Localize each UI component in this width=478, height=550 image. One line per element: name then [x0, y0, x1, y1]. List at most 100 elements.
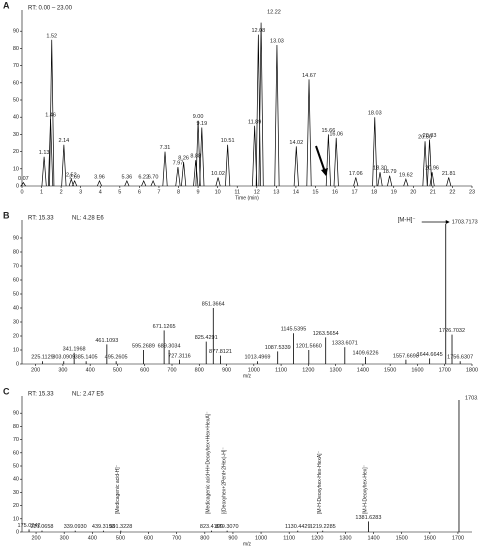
x-tick-label: 1100 — [275, 367, 287, 373]
peak-label: 1.13 — [39, 150, 50, 156]
y-tick-label: 60 — [13, 277, 19, 283]
peak-label: 1703.7173 — [452, 219, 478, 225]
x-tick-label: 8 — [177, 189, 180, 195]
peak-label: 7.31 — [160, 145, 171, 151]
peak-label: 1013.4969 — [244, 355, 270, 361]
x-tick-label: 1400 — [357, 367, 369, 373]
y-tick-label: 80 — [13, 46, 19, 52]
x-tick-label: 22 — [449, 189, 455, 195]
y-tick-label: 70 — [13, 437, 19, 443]
y-tick-label: 0 — [16, 529, 19, 535]
y-tick-label: 0 — [16, 183, 19, 189]
x-tick-label: 1000 — [248, 367, 260, 373]
peak-label: 339.0930 — [64, 524, 87, 530]
y-tick-label: 80 — [13, 424, 19, 430]
x-tick-label: 10 — [215, 189, 221, 195]
panel-label: C — [3, 386, 10, 396]
peak-label: 9.00 — [193, 114, 204, 120]
peak-label: 1087.5339 — [265, 345, 291, 351]
x-tick-label: 700 — [172, 535, 181, 541]
y-tick-label: 90 — [13, 235, 19, 241]
arrow-head — [321, 168, 328, 176]
ion-annotation: [M-H]⁻ — [398, 218, 416, 224]
peak-label: 6.70 — [148, 174, 159, 180]
x-tick-label: 1300 — [330, 367, 342, 373]
peak-label: 9.19 — [196, 121, 207, 127]
x-tick-label: 900 — [228, 535, 237, 541]
peak — [141, 179, 147, 187]
peak-label: 10.02 — [211, 171, 225, 177]
x-tick-label: 200 — [31, 535, 40, 541]
peak-label: 21.81 — [442, 171, 456, 177]
x-tick-label: 12 — [254, 189, 260, 195]
peak-label: 18.30 — [373, 166, 387, 172]
x-tick-label: 1500 — [396, 535, 408, 541]
y-tick-label: 90 — [13, 29, 19, 35]
x-tick-label: 5 — [118, 189, 121, 195]
x-tick-label: 1000 — [255, 535, 267, 541]
peak-label: 1644.6645 — [417, 352, 443, 358]
peak — [68, 177, 74, 187]
peak — [181, 161, 187, 187]
peak-label: 595.2689 — [132, 343, 155, 349]
x-tick-label: 7 — [157, 189, 160, 195]
peak — [258, 22, 264, 187]
peak-label: 303.0909 — [52, 355, 75, 361]
y-tick-label: 50 — [13, 97, 19, 103]
x-tick-label: 1300 — [339, 535, 351, 541]
peak-label: 13.03 — [270, 38, 284, 44]
x-tick-label: 3 — [79, 189, 82, 195]
y-tick-label: 30 — [13, 319, 19, 325]
x-tick-label: 17 — [352, 189, 358, 195]
x-tick-label: 600 — [144, 535, 153, 541]
peak-label: 2.52 — [66, 173, 77, 179]
x-tick-label: 1400 — [367, 535, 379, 541]
x-tick-label: 1200 — [302, 367, 314, 373]
y-tick-label: 40 — [13, 477, 19, 483]
x-tick-label: 900 — [222, 367, 231, 373]
peak-label: 1219.2285 — [310, 524, 336, 530]
peak-label: 18.79 — [383, 169, 397, 175]
peak-label: 5.36 — [122, 174, 133, 180]
peak-label: 851.3664 — [202, 301, 225, 307]
peak-label: 1756.6307 — [447, 355, 473, 361]
peak — [325, 134, 331, 187]
y-tick-label: 20 — [13, 333, 19, 339]
peak-label: 225.1129 — [31, 355, 54, 361]
run-info: RT: 0.00 – 23.00 — [28, 6, 73, 12]
x-tick-label: 600 — [140, 367, 149, 373]
peak-label: 439.3193 — [92, 524, 115, 530]
y-tick-label: 10 — [13, 166, 19, 172]
y-tick-label: 20 — [13, 149, 19, 155]
y-tick-label: 70 — [13, 63, 19, 69]
peak-label: 6.22 — [138, 174, 149, 180]
peak-label: 8.26 — [178, 155, 189, 161]
peak — [175, 167, 181, 187]
x-tick-label: 1700 — [439, 367, 451, 373]
y-tick-label: 30 — [13, 132, 19, 138]
peak-label: 20.60 — [418, 135, 432, 141]
x-tick-label: 800 — [200, 535, 209, 541]
peak-label: 2.14 — [59, 138, 70, 144]
peak — [225, 144, 231, 187]
peak-label: 823.4109 — [200, 524, 223, 530]
run-info: RT: 15.33 — [28, 392, 54, 398]
peak-label: 1201.5660 — [296, 343, 322, 349]
peak-label: 19.62 — [399, 173, 413, 179]
peak-label: 385.1405 — [75, 355, 98, 361]
peak-label: 1726.7032 — [439, 328, 465, 334]
peak — [193, 160, 199, 187]
y-tick-label: 30 — [13, 490, 19, 496]
peak-label: 175.0242 — [18, 523, 41, 529]
peak-label: 20.83 — [423, 133, 437, 139]
peak-label: 221.0658 — [31, 524, 54, 530]
peak — [20, 181, 26, 187]
x-tick-label: 16 — [332, 189, 338, 195]
fragment-label: [M-H-Deoxyhex-Hex-HexA]⁻ — [317, 450, 323, 514]
peak-label: 461.1093 — [95, 338, 118, 344]
peak-label: 14.02 — [289, 140, 303, 146]
peak-label: 1381.6283 — [355, 515, 381, 521]
panel-label: B — [3, 210, 10, 220]
peak-label: 7.97 — [173, 161, 184, 167]
fragment-label: [Medicagenic acid-H]⁻ — [115, 464, 121, 514]
